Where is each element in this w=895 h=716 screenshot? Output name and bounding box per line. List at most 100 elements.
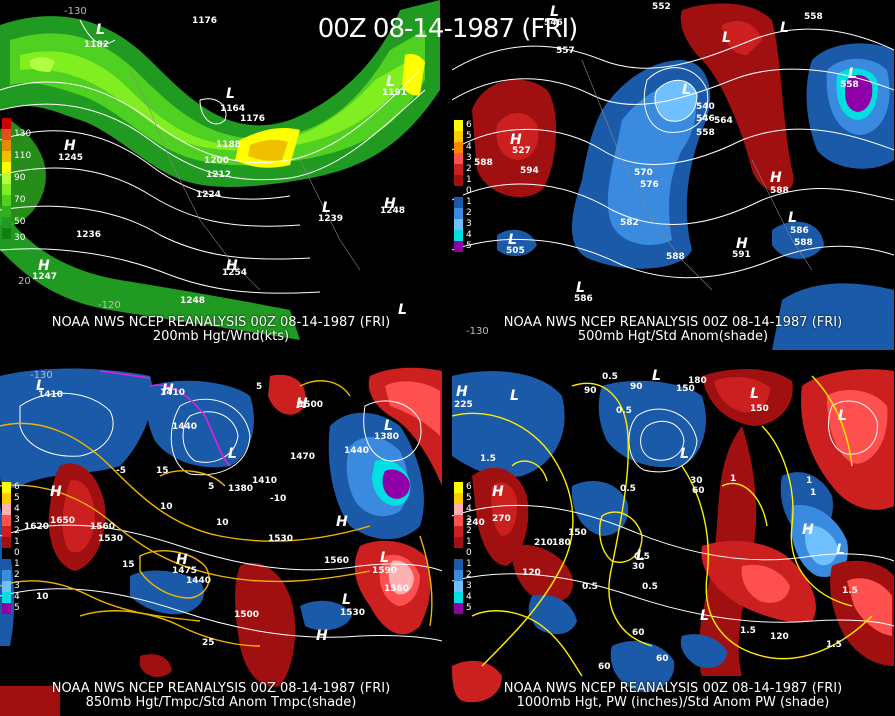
contour-label: 570 <box>634 168 653 178</box>
legend-label: 4 <box>466 230 472 240</box>
contour-label: 0.5 <box>642 582 658 592</box>
low-marker: L <box>384 418 393 434</box>
legend-label: 4 <box>466 142 472 152</box>
legend-label: 5 <box>466 131 472 141</box>
main-title: 00Z 08-14-1987 (FRI) <box>317 14 579 44</box>
contour-label: 558 <box>804 12 823 22</box>
legend-swatch <box>2 140 11 151</box>
contour-label: 1560 <box>384 584 410 594</box>
legend-label: 1 <box>466 175 472 185</box>
contour-label: 582 <box>620 218 639 228</box>
lon-label: -130 <box>466 326 489 337</box>
contour-label: 588 <box>666 252 685 262</box>
contour-label: 1440 <box>172 422 198 432</box>
legend-swatch <box>454 526 463 537</box>
legend-label: 3 <box>14 515 20 525</box>
high-marker: H <box>336 514 348 530</box>
contour-label: 1410 <box>252 476 278 486</box>
contour-label: 1236 <box>76 230 102 240</box>
legend-swatch <box>454 504 463 515</box>
panel-caption: NOAA NWS NCEP REANALYSIS 00Z 08-14-1987 … <box>503 315 843 330</box>
legend-label: 4 <box>466 592 472 602</box>
high-marker: H <box>316 628 328 644</box>
low-marker: L <box>682 82 691 98</box>
legend-swatch <box>2 173 11 184</box>
high-marker: H <box>64 138 76 154</box>
legend-label: 5 <box>14 493 20 503</box>
legend-swatch <box>2 184 11 195</box>
low-marker: L <box>550 4 559 20</box>
map-1000mb <box>452 369 894 703</box>
high-marker: H <box>510 132 522 148</box>
contour-label: 588 <box>794 238 813 248</box>
legend-swatch <box>454 581 463 592</box>
contour-label: 546 <box>544 18 563 28</box>
contour-label: 1620 <box>24 522 50 532</box>
low-marker: L <box>680 446 689 462</box>
legend-label: 1 <box>466 537 472 547</box>
low-marker: L <box>386 74 395 90</box>
contour-label: 30 <box>690 476 703 486</box>
contour-label: 1.5 <box>480 454 496 464</box>
contour-label: 10 <box>216 518 229 528</box>
contour-label: 1200 <box>204 156 230 166</box>
legend-label: 1 <box>14 559 20 569</box>
legend-swatch <box>454 570 463 581</box>
contour-label: 1.5 <box>826 640 842 650</box>
legend-swatch <box>454 208 463 219</box>
map-200mb <box>0 0 440 340</box>
legend-label: 6 <box>14 482 20 492</box>
legend-label: 30 <box>14 233 26 243</box>
legend-label: 5 <box>14 603 20 613</box>
contour-label: 1239 <box>318 214 344 224</box>
contour-label: 240 <box>466 518 485 528</box>
low-marker: L <box>226 86 235 102</box>
legend-label: 2 <box>466 208 472 218</box>
legend-850mb: 6 5 4 3 2 1 0 1 2 3 4 5 <box>2 482 20 614</box>
panel-850mb: 6 5 4 3 2 1 0 1 2 3 4 5 -130 1410 1410 1… <box>0 366 442 716</box>
legend-swatch <box>454 592 463 603</box>
contour-label: 557 <box>556 46 575 56</box>
legend-swatch <box>2 526 11 537</box>
contour-label: 1191 <box>382 88 408 98</box>
legend-label: 2 <box>14 570 20 580</box>
contour-label: 150 <box>750 404 769 414</box>
low-marker: L <box>750 386 759 402</box>
contour-label: 90 <box>584 386 597 396</box>
legend-label: 6 <box>466 120 472 130</box>
contour-label: 594 <box>520 166 539 176</box>
high-marker: H <box>736 236 748 252</box>
legend-label: 4 <box>14 504 20 514</box>
contour-label: 1 <box>806 476 813 486</box>
contour-label: 1475 <box>172 566 198 576</box>
contour-label: 1650 <box>50 516 76 526</box>
panel-200mb: 130 110 90 70 50 30 -130 -120 20 1176 11… <box>0 0 442 350</box>
contour-label: 540 <box>696 102 715 112</box>
legend-swatch <box>2 515 11 526</box>
contour-label: -10 <box>270 494 287 504</box>
contour-label: 1560 <box>90 522 116 532</box>
legend-swatch <box>2 129 11 140</box>
contour-label: 5 <box>256 382 263 392</box>
panel-1000mb: 6 5 4 3 2 1 0 1 2 3 4 5 225 240 270 210 … <box>452 366 894 716</box>
map-500mb <box>452 3 894 350</box>
contour-label: 150 <box>676 384 695 394</box>
lon-label: 20 <box>18 276 31 287</box>
legend-swatch <box>454 241 463 252</box>
legend-label: 3 <box>14 581 20 591</box>
legend-swatch <box>2 504 11 515</box>
contour-label: 552 <box>652 2 671 12</box>
legend-swatch <box>454 493 463 504</box>
legend-swatch <box>454 559 463 570</box>
contour-label: 1245 <box>58 153 84 163</box>
legend-label: 4 <box>14 592 20 602</box>
legend-label: 2 <box>466 164 472 174</box>
contour-label: 1380 <box>374 432 400 442</box>
high-marker: H <box>226 258 238 274</box>
contour-label: 150 <box>568 528 587 538</box>
contour-label: 1530 <box>268 534 294 544</box>
lon-label: -120 <box>98 300 121 311</box>
map-850mb <box>0 367 442 716</box>
low-marker: L <box>838 408 847 424</box>
low-marker: L <box>848 66 857 82</box>
